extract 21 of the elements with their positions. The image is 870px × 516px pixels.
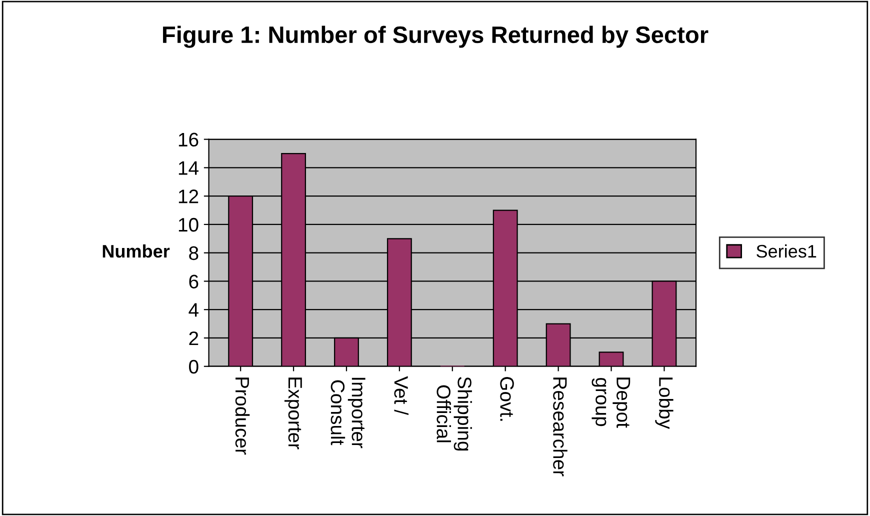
y-tick-label: 10 xyxy=(178,218,198,232)
x-tick-label: Depot group xyxy=(592,378,630,428)
y-tick-label: 12 xyxy=(178,190,198,204)
x-tick-label: Exporter xyxy=(284,378,302,450)
y-tick-label: 8 xyxy=(189,246,198,260)
x-tick-label: Producer xyxy=(235,378,250,455)
legend-label: Series1 xyxy=(756,244,816,258)
x-tick-label: Importer Consult xyxy=(330,378,366,448)
y-tick-label: 14 xyxy=(178,161,199,175)
x-tick-label: Vet / xyxy=(394,376,409,416)
x-tick-label: Govt. xyxy=(500,377,514,421)
y-tick-label: 16 xyxy=(178,132,198,147)
x-tick-label: Shipping Official xyxy=(436,376,472,451)
x-tick-label: Lobby xyxy=(655,378,674,430)
y-tick-label: 4 xyxy=(188,303,199,317)
y-axis-title: Number xyxy=(102,244,170,258)
y-tick-label: 6 xyxy=(189,274,198,288)
x-tick-label: Researcher xyxy=(553,378,568,476)
y-tick-label: 0 xyxy=(189,360,198,374)
y-tick-label: 2 xyxy=(189,331,198,346)
chart-title: Figure 1: Number of Surveys Returned by Sector xyxy=(163,26,708,48)
